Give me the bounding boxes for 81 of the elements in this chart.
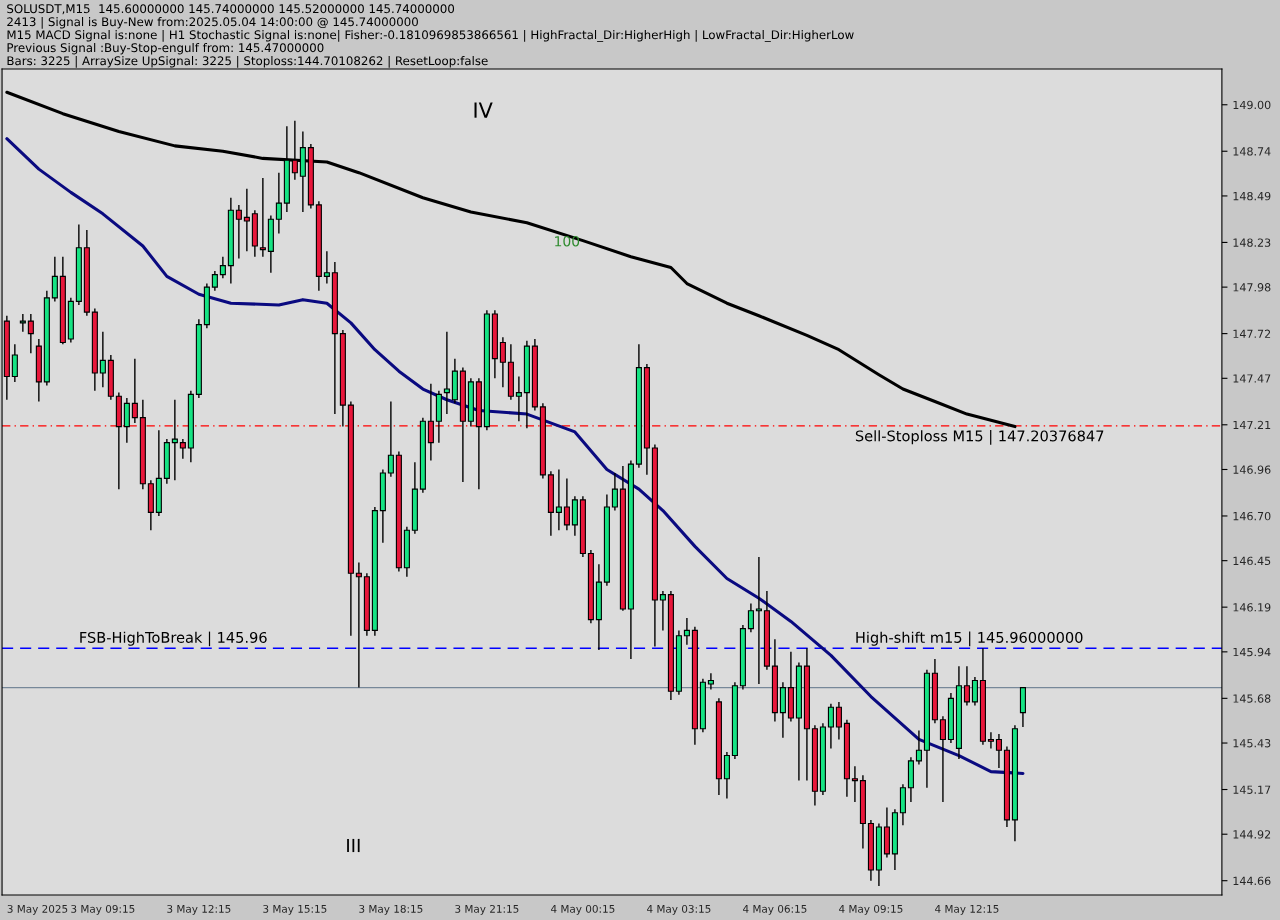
candlestick [515, 375, 522, 422]
candlestick [19, 313, 26, 333]
candlestick [987, 731, 994, 750]
candlestick [27, 313, 34, 354]
candlestick [963, 665, 970, 707]
candlestick [123, 397, 130, 444]
candlestick [179, 438, 186, 460]
y-tick-label: 147.21 [1233, 420, 1271, 430]
candlestick [707, 672, 714, 691]
y-tick-label: 144.66 [1233, 876, 1271, 886]
candlestick [211, 270, 218, 292]
annotation: III [347, 838, 360, 853]
annotation: Sell-Stoploss M15 | 147.20376847 [855, 430, 1104, 445]
x-tick-label: 3 May 2025 [7, 904, 68, 915]
candlestick [259, 177, 266, 258]
y-tick-label: 145.43 [1233, 739, 1271, 748]
candlestick [723, 751, 730, 800]
x-tick-label: 3 May 15:15 [263, 904, 327, 915]
candlestick [499, 336, 506, 388]
annotation: FSB-HighToBreak | 145.96 [80, 631, 267, 647]
y-tick-label: 145.94 [1233, 647, 1271, 657]
candlestick [171, 399, 178, 481]
text: Bars: 3225 | ArraySize UpSignal: 3225 | Stoploss:144.70108262 | ResetLoop:false [7, 56, 488, 68]
y-tick-label: 146.19 [1233, 603, 1271, 612]
x-tick-label: 3 May 18:15 [359, 904, 423, 915]
candlestick [99, 331, 106, 388]
text: 2413 | Signal is Buy-New from:2025.05.04 14:00:00 @ 145.74000000 [7, 17, 418, 29]
candlestick [555, 468, 562, 531]
candlestick [323, 250, 330, 285]
y-tick-label: 144.92 [1233, 830, 1271, 839]
candlestick [563, 477, 570, 531]
y-tick-label: 148.74 [1233, 147, 1271, 156]
candlestick [51, 256, 58, 303]
candlestick [219, 256, 226, 279]
candlestick [275, 172, 282, 235]
candlestick [611, 472, 618, 512]
x-tick-label: 4 May 12:15 [935, 904, 999, 915]
candlestick [659, 590, 666, 632]
y-tick-label: 146.70 [1233, 511, 1271, 521]
annotation: High-shift m15 | 145.96000000 [856, 631, 1083, 647]
x-tick-label: 4 May 03:15 [647, 904, 711, 915]
y-tick-label: 146.96 [1233, 465, 1271, 474]
y-tick-label: 149.00 [1233, 100, 1271, 110]
y-tick-label: 148.49 [1233, 191, 1271, 201]
candlestick [835, 701, 842, 741]
candlestick [443, 331, 450, 415]
candlestick [747, 602, 754, 633]
candlestick [235, 204, 242, 260]
candlestick [11, 343, 18, 383]
candlestick [995, 733, 1002, 769]
y-tick-label: 145.17 [1233, 785, 1271, 794]
text: SOLUSDT,M15 145.60000000 145.74000000 145.52000000 145.74000000 [7, 4, 455, 15]
candlestick [851, 765, 858, 803]
y-tick-label: 148.23 [1233, 238, 1271, 247]
y-tick-label: 147.47 [1233, 374, 1271, 383]
candlestick [971, 676, 978, 707]
y-tick-label: 146.45 [1233, 556, 1271, 566]
annotation: IV [474, 102, 493, 118]
candlestick [939, 715, 946, 803]
x-tick-label: 4 May 09:15 [839, 904, 903, 915]
x-tick-label: 3 May 12:15 [167, 904, 231, 915]
annotation: 100 [555, 235, 580, 247]
line-series [5, 90, 1017, 429]
x-tick-label: 3 May 09:15 [71, 904, 135, 915]
candlestick [915, 729, 922, 766]
x-tick-label: 4 May 06:15 [743, 904, 807, 915]
candlestick [427, 382, 434, 462]
y-tick-label: 147.98 [1233, 283, 1271, 292]
y-tick-label: 147.72 [1233, 329, 1271, 338]
x-tick-label: 3 May 21:15 [455, 904, 519, 915]
candlestick [243, 188, 250, 253]
text: M15 MACD Signal is:none | H1 Stochastic Signal is:none| Fisher:-0.1810969853866561 | HighFractal_Dir:HigherHigh | LowFractal_Dir:HigherLow [7, 30, 854, 42]
x-tick-label: 4 May 00:15 [551, 904, 615, 915]
candlestick [291, 120, 298, 181]
candlestick [387, 400, 394, 478]
text: Previous Signal :Buy-Stop-engulf from: 145.47000000 [7, 43, 324, 55]
candlestick [683, 617, 690, 646]
candlestick [755, 556, 762, 685]
candlestick [131, 357, 138, 424]
y-tick-label: 145.68 [1233, 694, 1271, 703]
candlestick [827, 703, 834, 750]
